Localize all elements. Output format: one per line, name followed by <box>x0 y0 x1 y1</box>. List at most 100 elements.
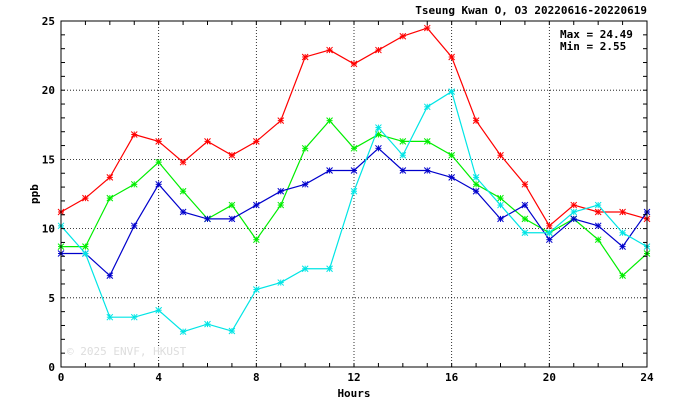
data-point <box>106 272 114 280</box>
data-point <box>619 243 626 250</box>
data-point <box>204 320 211 328</box>
data-point <box>423 167 431 174</box>
data-point <box>497 201 504 209</box>
data-point <box>472 180 480 188</box>
chart-title: Tseung Kwan O, O3 20220616-20220619 <box>415 4 647 17</box>
data-point <box>521 215 529 223</box>
data-point <box>155 306 163 314</box>
series-0 <box>57 24 651 230</box>
data-point <box>399 151 407 159</box>
data-point <box>570 201 578 209</box>
data-point <box>448 53 456 61</box>
data-point <box>594 236 602 244</box>
data-point <box>350 187 358 195</box>
data-point <box>545 229 553 237</box>
x-tick-label: 4 <box>155 371 162 384</box>
data-point <box>497 151 504 159</box>
data-point <box>350 144 358 152</box>
data-point <box>472 187 480 195</box>
y-tick-label: 10 <box>42 223 55 236</box>
y-tick-label: 25 <box>42 15 55 28</box>
x-tick-label: 12 <box>347 371 360 384</box>
x-tick-label: 20 <box>543 371 556 384</box>
axis-ticks: 0 4 8 12 16 20 24 0 5 10 15 20 25 <box>42 15 654 384</box>
data-point <box>423 103 431 111</box>
data-point <box>130 222 138 230</box>
x-tick-label: 16 <box>445 371 459 384</box>
y-tick-label: 5 <box>48 292 55 305</box>
data-point <box>399 138 407 145</box>
data-point <box>106 174 114 181</box>
data-point <box>252 138 260 145</box>
data-point <box>106 313 114 321</box>
y-tick-label: 15 <box>42 153 55 166</box>
data-point <box>106 194 114 202</box>
data-point <box>375 46 382 54</box>
data-point <box>399 167 407 174</box>
data-point <box>472 117 480 125</box>
data-point <box>448 88 456 95</box>
data-point <box>448 174 456 181</box>
y-axis-label: ppb <box>28 184 41 204</box>
data-point <box>375 144 382 152</box>
data-point <box>619 272 626 280</box>
data-point <box>228 215 236 223</box>
data-point <box>277 117 285 125</box>
data-point <box>228 201 236 209</box>
data-point <box>179 187 187 195</box>
data-point <box>594 201 602 209</box>
min-annotation: Min = 2.55 <box>560 40 626 53</box>
data-point <box>82 243 89 250</box>
data-point <box>252 201 260 209</box>
series-layer <box>57 24 651 336</box>
x-tick-label: 24 <box>640 371 654 384</box>
data-point <box>472 174 480 181</box>
data-point <box>326 265 333 273</box>
data-point <box>82 250 89 257</box>
data-point <box>155 138 163 145</box>
x-tick-label: 8 <box>253 371 260 384</box>
data-point <box>448 151 456 159</box>
series-2 <box>57 144 651 280</box>
series-1 <box>57 117 651 280</box>
data-point <box>594 222 602 230</box>
data-point <box>545 222 553 230</box>
data-point <box>155 158 163 166</box>
data-point <box>570 215 578 223</box>
data-point <box>252 236 260 244</box>
data-point <box>423 138 431 145</box>
data-point <box>423 24 431 32</box>
data-point <box>326 117 333 125</box>
data-point <box>179 328 187 336</box>
data-point <box>130 180 138 188</box>
data-point <box>204 215 211 223</box>
data-point <box>521 201 529 209</box>
data-point <box>179 158 187 166</box>
data-point <box>82 194 89 202</box>
data-point <box>277 279 285 286</box>
data-point <box>497 194 504 202</box>
y-tick-label: 20 <box>42 84 55 97</box>
series-line <box>60 90 648 333</box>
data-point <box>545 236 553 244</box>
data-point <box>619 208 626 216</box>
data-point <box>277 187 285 195</box>
data-point <box>204 138 211 145</box>
data-point <box>350 167 358 174</box>
data-point <box>619 229 626 237</box>
data-point <box>228 151 236 159</box>
data-point <box>277 201 285 209</box>
data-point <box>301 53 309 61</box>
x-axis-label: Hours <box>337 387 370 400</box>
x-tick-label: 0 <box>58 371 65 384</box>
y-tick-label: 0 <box>48 361 55 374</box>
data-point <box>228 327 236 335</box>
data-point <box>521 180 529 188</box>
data-point <box>179 208 187 216</box>
data-point <box>130 131 138 138</box>
data-point <box>399 32 407 40</box>
data-point <box>155 180 163 188</box>
data-point <box>521 229 529 237</box>
data-point <box>252 286 260 293</box>
